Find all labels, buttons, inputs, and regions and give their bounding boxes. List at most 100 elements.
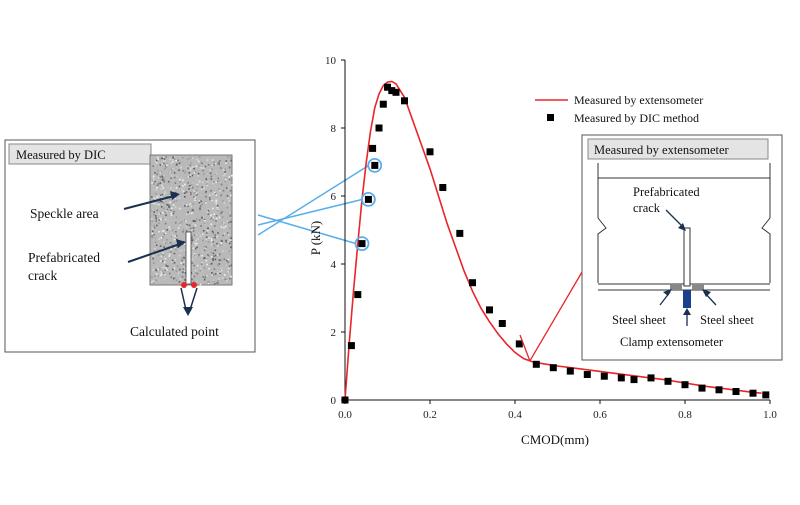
speckle-dot bbox=[159, 164, 161, 166]
speckle-dot bbox=[214, 202, 216, 204]
speckle-dot bbox=[226, 258, 229, 261]
speckle-dot bbox=[154, 215, 157, 217]
speckle-dot bbox=[162, 272, 165, 275]
ext-crack-arrow bbox=[665, 209, 686, 231]
speckle-dot bbox=[181, 189, 183, 192]
speckle-dot bbox=[157, 158, 160, 161]
speckle-dot bbox=[198, 180, 201, 183]
speckle-dot bbox=[206, 173, 208, 175]
speckle-dot bbox=[181, 259, 183, 262]
speckle-dot bbox=[217, 279, 219, 282]
speckle-dot bbox=[176, 262, 178, 264]
speckle-dot bbox=[152, 201, 155, 204]
speckle-dot bbox=[202, 233, 204, 236]
dic-data-point bbox=[583, 371, 591, 378]
highlight-circles bbox=[354, 157, 383, 252]
speckle-dot bbox=[186, 223, 188, 226]
highlight-circle bbox=[360, 191, 376, 207]
speckle-dot bbox=[161, 179, 164, 181]
speckle-dot bbox=[198, 201, 201, 204]
speckle-dot bbox=[171, 259, 174, 262]
ext-callout-line bbox=[529, 271, 583, 362]
speckle-dot bbox=[212, 231, 214, 234]
speckle-dot bbox=[158, 201, 160, 203]
speckle-dot bbox=[170, 209, 173, 212]
speckle-dot bbox=[218, 216, 221, 219]
speckle-dot bbox=[151, 209, 153, 212]
speckle-dot bbox=[203, 184, 205, 187]
speckle-dot bbox=[212, 159, 214, 161]
speckle-dot bbox=[214, 249, 217, 252]
speckle-dot bbox=[227, 212, 230, 215]
speckle-dot bbox=[156, 265, 158, 268]
speckle-dot bbox=[211, 256, 213, 258]
speckle-dot bbox=[220, 167, 222, 169]
speckle-dot bbox=[179, 224, 181, 226]
speckle-dot bbox=[190, 242, 193, 244]
speckle-dot bbox=[163, 181, 165, 183]
speckle-dot bbox=[177, 227, 180, 229]
speckle-dot bbox=[190, 237, 193, 239]
legend-label-extensometer: Measured by extensometer bbox=[574, 93, 703, 107]
speckle-dot bbox=[225, 205, 227, 207]
speckle-dot bbox=[158, 279, 161, 281]
y-tick-label: 8 bbox=[331, 123, 337, 135]
speckle-dot bbox=[204, 220, 206, 222]
speckle-dot bbox=[192, 210, 195, 212]
ext-crack-label-line2: crack bbox=[633, 201, 661, 215]
speckle-dot bbox=[192, 181, 194, 184]
speckle-dot bbox=[164, 191, 166, 193]
speckle-dot bbox=[226, 206, 229, 209]
speckle-dot bbox=[174, 158, 176, 160]
speckle-dot bbox=[196, 264, 199, 267]
speckle-dot bbox=[171, 207, 173, 210]
speckle-dot bbox=[226, 189, 228, 191]
speckle-dot bbox=[210, 199, 212, 201]
speckle-dot bbox=[169, 198, 171, 201]
speckle-dot bbox=[191, 157, 194, 160]
speckle-dot bbox=[160, 247, 162, 249]
speckle-dot bbox=[177, 159, 179, 162]
speckle-dot bbox=[187, 158, 189, 160]
speckle-dot bbox=[157, 182, 160, 185]
dic-data-point bbox=[358, 240, 366, 248]
speckle-dot bbox=[213, 161, 215, 164]
speckle-dot bbox=[221, 216, 224, 218]
speckle-dot bbox=[175, 187, 178, 189]
speckle-dot bbox=[202, 181, 204, 184]
speckle-dot bbox=[206, 210, 209, 212]
speckle-dot bbox=[212, 259, 214, 262]
speckle-dot bbox=[209, 169, 211, 171]
extensometer-title: Measured by extensometer bbox=[594, 143, 730, 157]
speckle-dot bbox=[183, 266, 185, 269]
speckle-dot bbox=[152, 189, 155, 191]
y-tick-label: 2 bbox=[331, 327, 337, 339]
speckle-dot bbox=[199, 208, 201, 211]
speckle-dot bbox=[221, 221, 224, 224]
speckle-dot bbox=[190, 229, 193, 231]
speckle-dot bbox=[217, 209, 219, 212]
speckle-dot bbox=[200, 263, 203, 265]
speckle-dot bbox=[172, 277, 175, 280]
speckle-dot bbox=[151, 196, 153, 198]
speckle-dot bbox=[203, 187, 205, 190]
speckle-dot bbox=[225, 225, 227, 228]
speckle-dot bbox=[192, 227, 195, 229]
speckle-dot bbox=[226, 195, 229, 197]
speckle-dot bbox=[184, 249, 186, 251]
x-tick-label: 1.0 bbox=[763, 409, 777, 421]
speckle-dot bbox=[166, 209, 168, 212]
speckle-dot bbox=[160, 188, 163, 191]
speckle-dot bbox=[228, 187, 230, 190]
dic-data-point bbox=[630, 376, 638, 384]
speckle-dot bbox=[151, 276, 153, 278]
speckle-dot bbox=[199, 205, 202, 207]
dic-data-point bbox=[749, 389, 757, 397]
speckle-dot bbox=[223, 174, 225, 177]
speckle-dot bbox=[162, 236, 164, 238]
speckle-dot bbox=[172, 235, 174, 237]
speckle-dot bbox=[228, 265, 231, 267]
speckle-dot bbox=[164, 156, 166, 158]
speckle-dot bbox=[160, 255, 163, 257]
speckle-dot bbox=[216, 236, 218, 238]
